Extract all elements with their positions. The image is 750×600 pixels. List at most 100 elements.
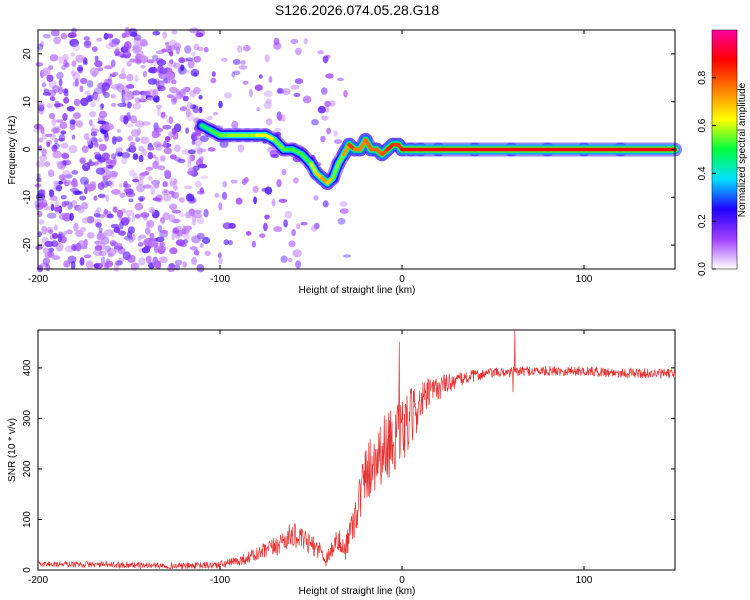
noise-cell: [153, 260, 162, 269]
noise-cell: [182, 261, 187, 268]
noise-cell: [198, 95, 203, 100]
noise-cell: [147, 219, 155, 228]
noise-cell: [223, 92, 233, 99]
heatmap-y-ticks: -20 -10 0 10 20: [22, 48, 675, 252]
noise-cell: [185, 69, 190, 74]
noise-cell: [89, 137, 98, 142]
noise-cell: [36, 173, 41, 179]
noise-cell: [79, 85, 84, 93]
noise-cell: [93, 161, 99, 167]
noise-cell: [46, 103, 53, 109]
noise-cell: [124, 41, 132, 50]
snr-y-tick-label: 400: [22, 359, 33, 376]
noise-cell: [94, 140, 99, 148]
noise-cell: [57, 162, 64, 170]
noise-cell: [126, 148, 131, 153]
noise-cell: [191, 220, 197, 226]
noise-cell: [35, 62, 44, 67]
noise-cell: [153, 124, 160, 133]
noise-cell: [110, 229, 115, 238]
noise-cell: [129, 58, 137, 63]
noise-cell: [278, 198, 288, 203]
heatmap-ridge: [194, 118, 682, 190]
noise-cell: [276, 179, 282, 188]
noise-cell: [95, 222, 102, 228]
noise-cell: [55, 160, 64, 166]
noise-cell: [103, 209, 109, 215]
noise-cell: [295, 47, 302, 56]
noise-cell: [163, 147, 172, 155]
noise-cell: [89, 111, 97, 118]
noise-cell: [187, 155, 193, 164]
noise-cell: [281, 168, 287, 176]
noise-cell: [61, 201, 68, 208]
noise-cell: [243, 44, 251, 52]
noise-cell: [58, 56, 64, 64]
noise-cell: [48, 247, 54, 253]
noise-cell: [187, 149, 196, 155]
noise-cell: [157, 224, 162, 232]
noise-cell: [69, 119, 76, 125]
noise-cell: [167, 61, 177, 68]
noise-cell: [123, 180, 128, 188]
noise-cell: [246, 231, 252, 236]
noise-cell: [71, 60, 77, 67]
colorbar-label: Normalized spectral amplitude: [737, 82, 748, 217]
snr-y-tick-label: 100: [22, 511, 33, 528]
ridge-segment: [300, 152, 313, 166]
noise-cell: [198, 106, 203, 114]
figure-title: S126.2026.074.05.28.G18: [275, 2, 439, 18]
noise-cell: [46, 141, 51, 148]
noise-cell: [178, 212, 185, 218]
noise-cell: [91, 136, 98, 146]
noise-cell: [66, 106, 75, 112]
noise-cell: [168, 203, 178, 210]
noise-cell: [217, 252, 222, 259]
noise-cell: [171, 127, 177, 135]
noise-cell: [164, 136, 171, 142]
noise-cell: [189, 246, 198, 251]
noise-cell: [138, 145, 145, 152]
noise-cell: [263, 90, 273, 98]
noise-cell: [41, 82, 47, 88]
noise-cell: [244, 177, 249, 183]
noise-cell: [108, 76, 113, 82]
ridge-segment: [309, 162, 319, 176]
noise-cell: [237, 45, 243, 53]
noise-cell: [61, 159, 72, 166]
noise-cell: [193, 109, 201, 114]
noise-cell: [248, 88, 253, 98]
noise-cell: [42, 92, 51, 96]
noise-cell: [58, 133, 66, 142]
ridge-segment: [363, 138, 373, 152]
noise-cell: [44, 240, 54, 248]
noise-cell: [231, 71, 235, 78]
noise-cell: [277, 87, 283, 94]
noise-cell: [171, 209, 182, 214]
noise-cell: [134, 97, 141, 104]
snr-y-tick-label: 200: [22, 460, 33, 477]
noise-cell: [111, 189, 121, 195]
noise-cell: [74, 190, 82, 195]
noise-cell: [118, 230, 127, 236]
noise-cell: [127, 135, 134, 142]
ridge-segment: [342, 142, 351, 157]
noise-cell: [199, 187, 204, 194]
noise-cell: [71, 170, 79, 175]
noise-cell: [49, 54, 59, 62]
noise-cell: [191, 140, 196, 145]
noise-cell: [52, 85, 60, 94]
noise-cell: [54, 224, 58, 231]
colorbar-frame: [711, 29, 738, 270]
noise-cell: [211, 71, 216, 77]
noise-cell: [193, 249, 200, 256]
noise-cell: [144, 227, 151, 235]
noise-cell: [70, 52, 76, 57]
noise-cell: [138, 257, 146, 266]
noise-cell: [115, 136, 123, 142]
noise-cell: [81, 145, 89, 154]
noise-cell: [130, 115, 138, 124]
noise-cell: [237, 144, 245, 153]
noise-cell: [111, 136, 117, 145]
